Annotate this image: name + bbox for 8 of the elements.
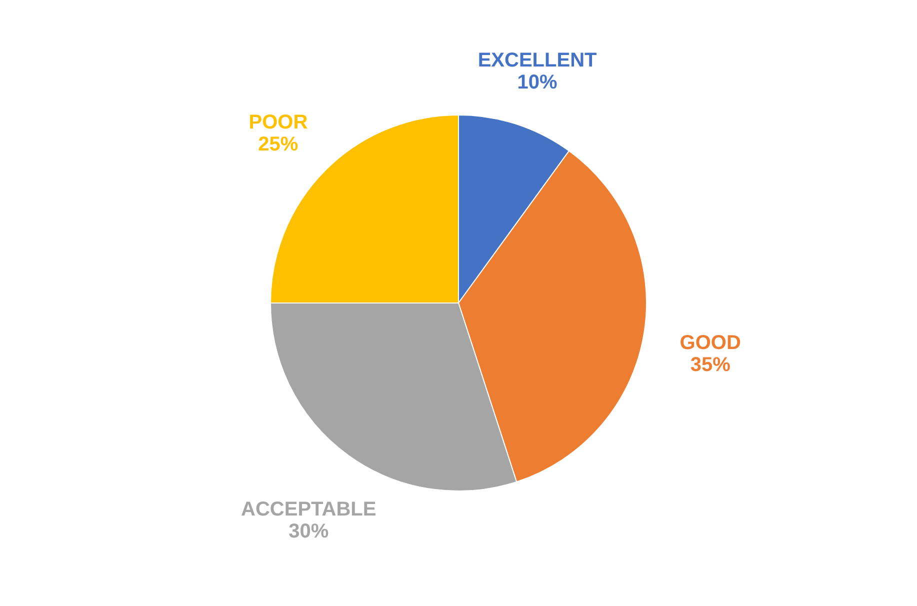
slice-label: ACCEPTABLE [241,498,376,520]
data-label: 30% [288,520,329,542]
slice-label: POOR [248,112,308,134]
data-label: 10% [517,71,558,94]
data-label: 35% [690,354,731,376]
slice-label: EXCELLENT [478,49,597,72]
slice-label: GOOD [680,332,741,354]
data-label: 25% [258,134,298,156]
